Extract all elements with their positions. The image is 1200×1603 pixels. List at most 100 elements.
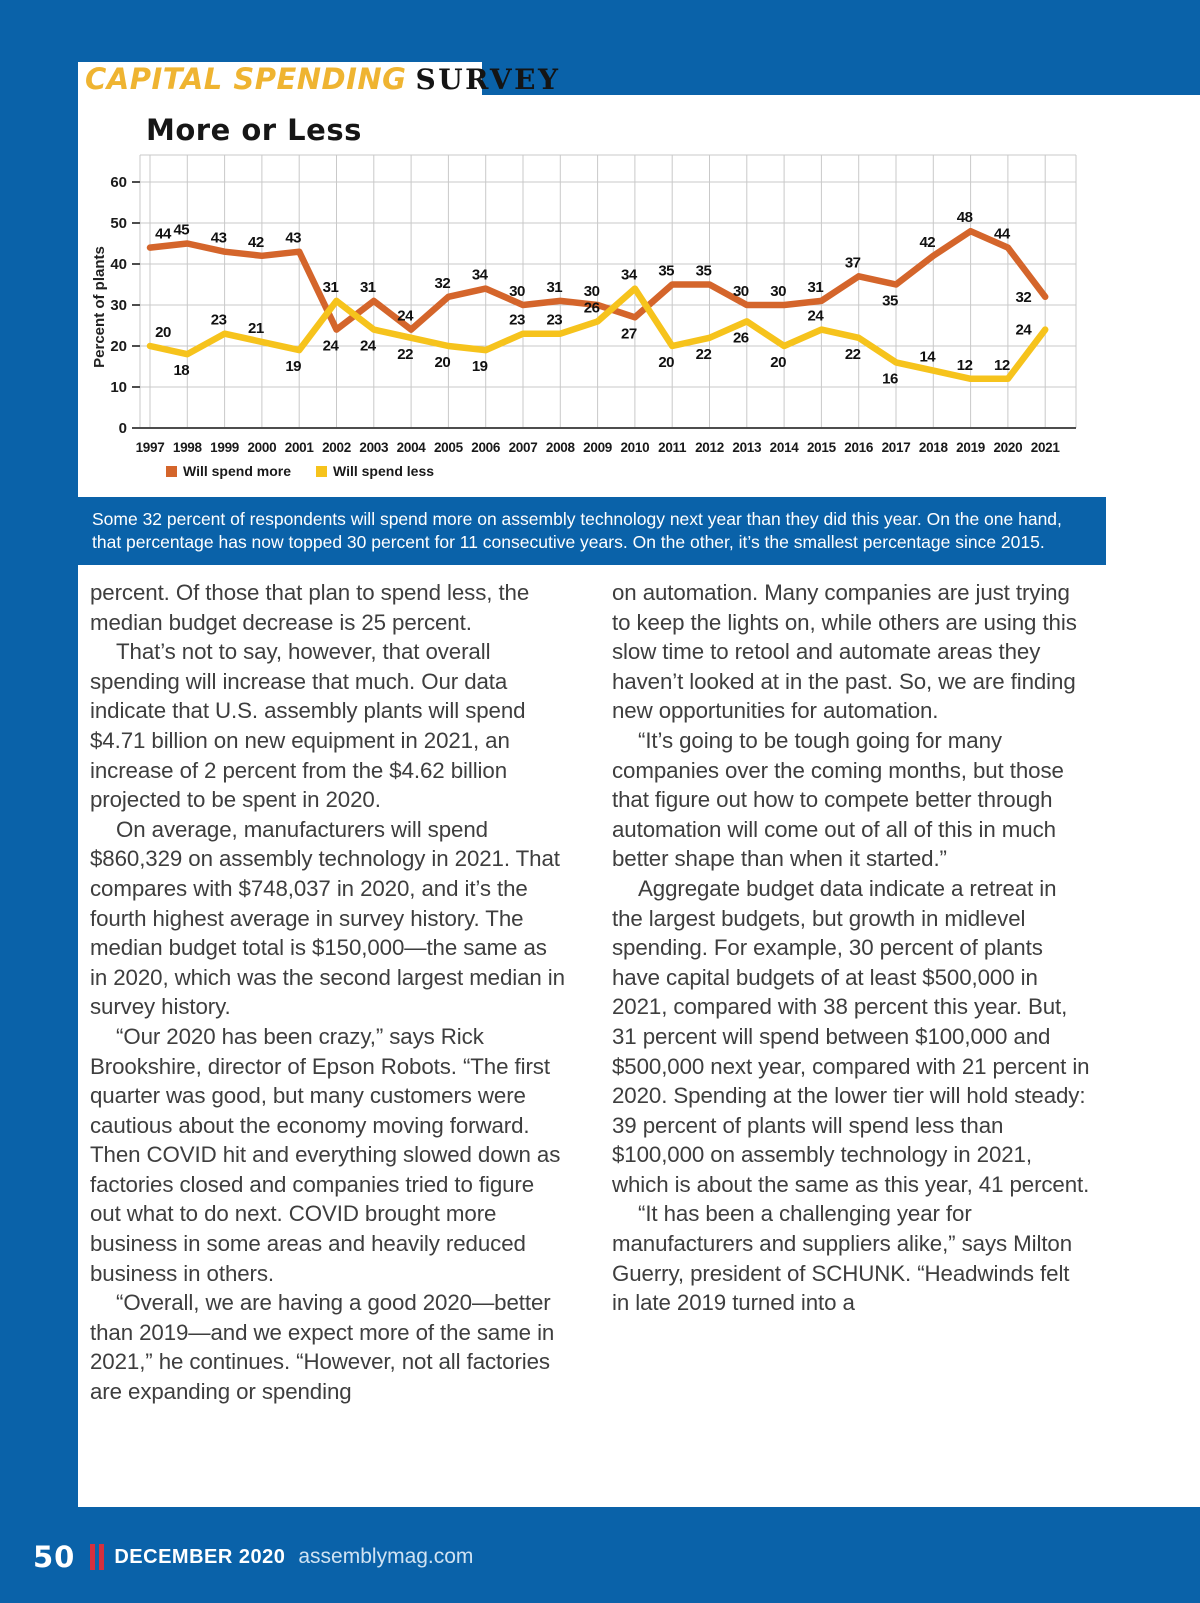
data-label: 23 <box>211 312 227 329</box>
data-label: 18 <box>173 362 189 379</box>
data-label: 20 <box>770 354 786 371</box>
paragraph: percent. Of those that plan to spend les… <box>90 580 530 635</box>
y-tick-label: 40 <box>110 256 127 273</box>
x-tick-label: 2008 <box>546 440 576 455</box>
website-url: assemblymag.com <box>298 1545 474 1568</box>
paragraph: “Our 2020 has been crazy,” says Rick Bro… <box>90 1023 561 1286</box>
x-tick-label: 1999 <box>210 440 239 455</box>
x-tick-label: 2009 <box>583 440 612 455</box>
data-label: 12 <box>994 357 1010 374</box>
x-tick-label: 2007 <box>509 440 538 455</box>
legend-swatch <box>316 466 327 477</box>
data-label: 24 <box>323 338 340 355</box>
data-label: 44 <box>994 226 1011 243</box>
legend-label: Will spend more <box>183 463 291 479</box>
series-line-will-spend-more <box>146 227 1049 333</box>
paragraph: “It has been a challenging year for manu… <box>612 1201 1073 1316</box>
data-label: 22 <box>696 346 712 363</box>
data-label: 35 <box>658 263 674 280</box>
x-tick-label: 2006 <box>471 440 501 455</box>
section-title-survey: SURVEY <box>415 62 561 96</box>
x-tick-label: 1998 <box>173 440 203 455</box>
x-tick-label: 2010 <box>620 440 649 455</box>
data-label: 31 <box>323 279 339 296</box>
y-tick-label: 50 <box>110 215 127 232</box>
article-left-column: percent. Of those that plan to spend les… <box>90 578 568 1407</box>
data-label: 31 <box>546 279 562 296</box>
data-label: 43 <box>211 230 227 247</box>
data-label: 24 <box>397 308 414 325</box>
paragraph: “Overall, we are having a good 2020—bett… <box>90 1290 555 1405</box>
data-label: 22 <box>397 346 413 363</box>
data-label: 30 <box>509 283 525 300</box>
data-label: 43 <box>285 230 301 247</box>
capital-spending-chart: More or Less Percent of plants 1997 1998 199… <box>91 113 1077 479</box>
data-label: 44 <box>155 226 172 243</box>
data-label: 42 <box>919 234 935 251</box>
data-label: 12 <box>957 357 973 374</box>
data-label: 14 <box>919 349 936 366</box>
data-label: 26 <box>584 299 600 316</box>
data-label: 20 <box>658 354 674 371</box>
y-tick-label: 10 <box>110 379 127 396</box>
data-label: 23 <box>509 312 525 329</box>
issue-date: DECEMBER 2020 <box>114 1545 286 1568</box>
x-tick-label: 2017 <box>882 440 911 455</box>
data-label: 26 <box>733 329 749 346</box>
x-tick-label: 2015 <box>807 440 837 455</box>
data-label: 24 <box>1016 322 1033 339</box>
x-tick-label: 2012 <box>695 440 724 455</box>
article-right-column: on automation. Many companies are just t… <box>612 578 1090 1407</box>
article-body: percent. Of those that plan to spend les… <box>90 578 1090 1407</box>
x-tick-label: 2016 <box>844 440 874 455</box>
data-label: 24 <box>808 308 825 325</box>
x-tick-label: 2003 <box>359 440 389 455</box>
data-label: 27 <box>621 325 637 342</box>
paragraph: on automation. Many companies are just t… <box>612 580 1077 724</box>
paragraph: Aggregate budget data indicate a retreat… <box>612 875 1090 1197</box>
page-footer: 50 DECEMBER 2020 assemblymag.com <box>33 1540 473 1574</box>
y-tick-label: 60 <box>110 174 127 191</box>
data-label: 31 <box>360 279 376 296</box>
chart-caption: Some 32 percent of respondents will spen… <box>78 497 1106 565</box>
double-bar-icon <box>90 1544 105 1570</box>
content-panel: More or Less Percent of plants 1997 1998 199… <box>78 95 1200 1507</box>
legend-swatch <box>166 466 177 477</box>
data-label: 20 <box>155 324 171 341</box>
chart-title: More or Less <box>146 113 362 147</box>
paragraph: That’s not to say, however, that overall… <box>90 639 526 813</box>
data-label: 45 <box>173 222 189 239</box>
paragraph: “It’s going to be tough going for many c… <box>612 727 1064 872</box>
x-tick-label: 2018 <box>919 440 949 455</box>
y-tick-label: 30 <box>110 297 127 314</box>
data-label: 35 <box>882 293 898 310</box>
data-label: 16 <box>882 370 898 387</box>
x-tick-label: 2002 <box>322 440 351 455</box>
data-label: 48 <box>957 209 973 226</box>
section-title-capital-spending: CAPITAL SPENDING <box>85 62 407 96</box>
data-label: 37 <box>845 254 861 271</box>
x-tick-label: 2000 <box>247 440 276 455</box>
y-axis-label: Percent of plants <box>91 246 108 368</box>
paragraph: On average, manufacturers will spend $86… <box>90 816 565 1020</box>
data-label: 30 <box>733 283 749 300</box>
data-label: 35 <box>696 263 712 280</box>
x-tick-label: 2001 <box>285 440 315 455</box>
x-tick-label: 2004 <box>397 440 427 455</box>
data-label: 42 <box>248 234 264 251</box>
x-tick-label: 2020 <box>993 440 1022 455</box>
data-label: 34 <box>472 267 489 284</box>
x-tick-label: 2021 <box>1031 440 1061 455</box>
x-tick-label: 2011 <box>658 440 687 455</box>
data-label: 24 <box>360 338 377 355</box>
x-tick-label: 2014 <box>770 440 800 455</box>
legend-label: Will spend less <box>333 463 434 479</box>
x-tick-label: 2005 <box>434 440 464 455</box>
data-label: 21 <box>248 320 264 337</box>
data-label: 30 <box>770 283 786 300</box>
data-label: 19 <box>285 358 301 375</box>
x-tick-label: 1997 <box>136 440 165 455</box>
y-tick-label: 0 <box>119 420 127 437</box>
x-tick-label: 2019 <box>956 440 985 455</box>
